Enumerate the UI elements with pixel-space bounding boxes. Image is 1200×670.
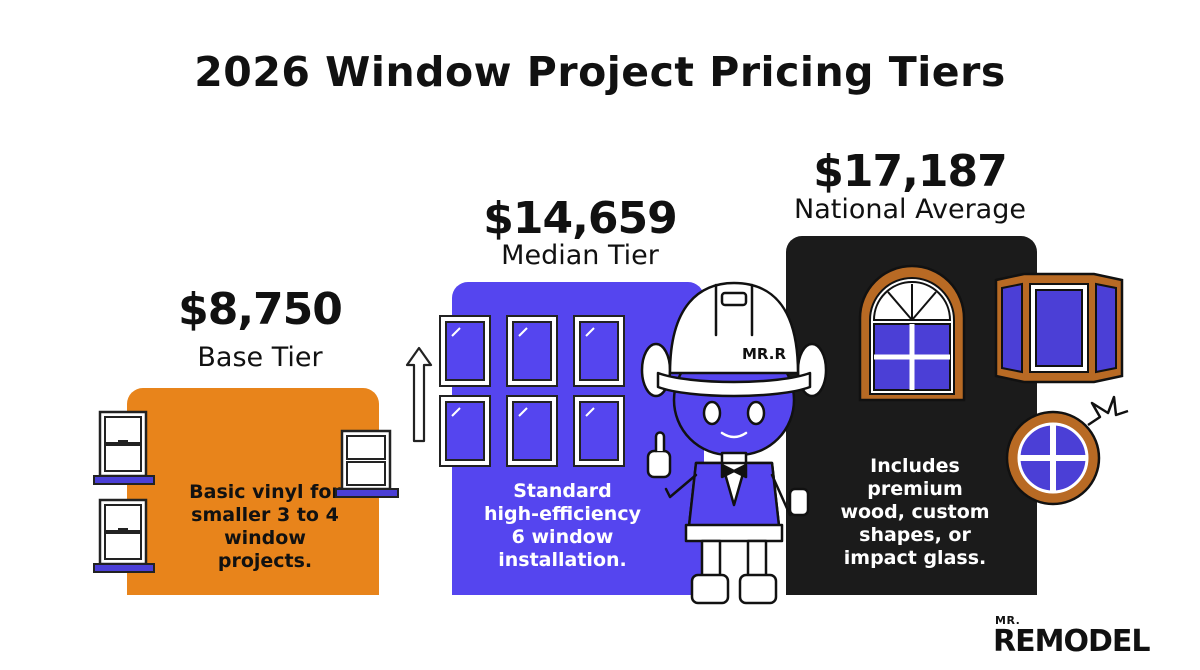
median-tier-description: Standard high-efficiency 6 window instal… — [460, 480, 665, 572]
impact-burst-icon — [1087, 395, 1129, 427]
single-hung-window-icon — [335, 429, 399, 498]
arrow-up-icon — [405, 346, 433, 443]
base-tier-price: $8,750 — [178, 284, 343, 335]
bay-window-icon — [994, 272, 1124, 384]
median-tier-desc-line: Standard — [513, 480, 612, 502]
base-tier-desc-line: Basic vinyl for — [189, 481, 341, 503]
national-average-desc-line: wood, custom — [840, 501, 990, 523]
median-tier-price: $14,659 — [483, 193, 677, 244]
base-tier-desc-line: projects. — [217, 550, 313, 572]
median-tier-name: Median Tier — [501, 240, 659, 271]
national-average-desc-line: premium — [867, 478, 963, 500]
national-average-desc-line: impact glass. — [843, 547, 987, 569]
national-average-description: Includes premium wood, custom shapes, or… — [820, 455, 1010, 570]
base-tier-desc-line: window — [224, 527, 306, 549]
median-tier-desc-line: 6 window — [511, 526, 614, 548]
robot-mascot-illustration — [640, 281, 828, 605]
national-average-desc-line: shapes, or — [859, 524, 971, 546]
median-tier-desc-line: high-efficiency — [484, 503, 641, 525]
helmet-label: MR.R — [741, 345, 786, 363]
national-average-desc-line: Includes — [870, 455, 960, 477]
window-grid-icon — [439, 315, 625, 467]
median-tier-desc-line: installation. — [498, 549, 627, 571]
base-tier-desc-line: smaller 3 to 4 — [191, 504, 339, 526]
arched-window-icon — [858, 264, 966, 402]
brand-logo-prefix: MR. — [995, 614, 1021, 627]
base-tier-description: Basic vinyl for smaller 3 to 4 window pr… — [160, 481, 370, 573]
national-average-name: National Average — [794, 194, 1026, 225]
single-hung-window-icon — [93, 498, 155, 573]
single-hung-window-icon — [93, 410, 155, 485]
round-window-icon — [1005, 410, 1101, 506]
page-title: 2026 Window Project Pricing Tiers — [194, 48, 1006, 96]
national-average-price: $17,187 — [813, 146, 1007, 197]
base-tier-name: Base Tier — [197, 342, 323, 373]
brand-logo-wordmark: REMODEL — [993, 624, 1150, 659]
